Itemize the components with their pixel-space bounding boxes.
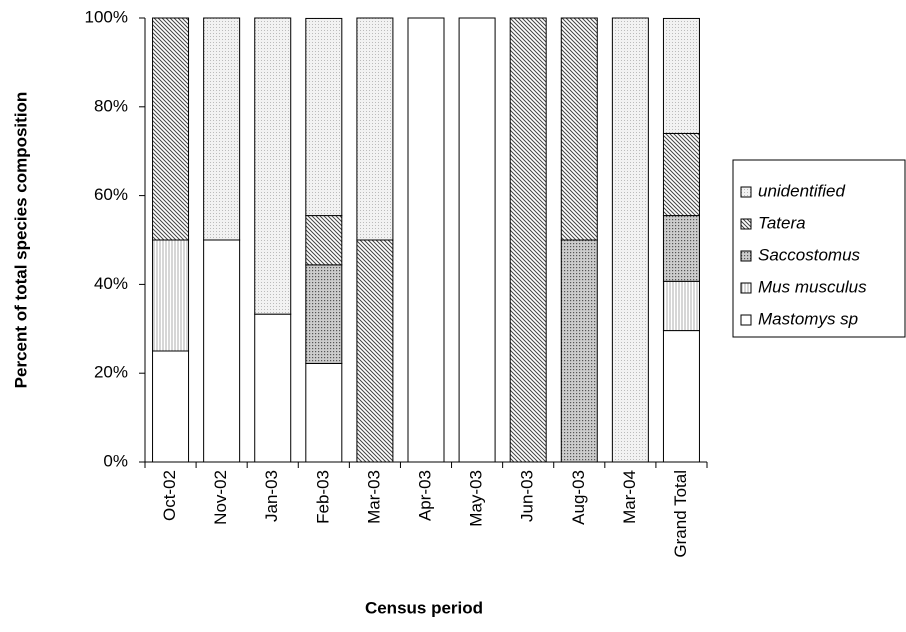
y-tick-label: 40% [94, 274, 128, 293]
bar-segment [305, 215, 343, 266]
bar-segment [662, 330, 700, 463]
x-tick-label: May-03 [467, 470, 486, 527]
bar-segment [356, 17, 394, 241]
y-tick-label: 20% [94, 363, 128, 382]
bar-segment [662, 17, 700, 134]
bar-segment [254, 17, 292, 315]
x-axis-title: Census period [365, 598, 483, 617]
y-tick-label: 80% [94, 96, 128, 115]
bar-segment [458, 17, 496, 463]
legend-swatch [740, 282, 752, 294]
bar-segment [662, 215, 700, 282]
x-tick-label: Jan-03 [262, 470, 281, 522]
legend-label: Mus musculus [758, 277, 867, 296]
bar-segment [305, 362, 343, 463]
bar-segment [611, 17, 649, 463]
legend [732, 159, 906, 338]
bar-segment [560, 239, 598, 463]
bar-segment [152, 239, 190, 352]
bar-segment [407, 17, 445, 463]
bar-segment [509, 17, 547, 463]
bar-segment [152, 17, 190, 241]
y-tick-label: 60% [94, 185, 128, 204]
x-tick-label: Grand Total [671, 470, 690, 558]
x-tick-label: Aug-03 [569, 470, 588, 525]
legend-swatch [740, 314, 752, 326]
y-tick-label: 0% [103, 451, 128, 470]
x-tick-label: Mar-03 [364, 470, 383, 524]
bar-segment [356, 239, 394, 463]
bar-segment [254, 313, 292, 463]
legend-swatch [740, 186, 752, 198]
legend-swatch [740, 218, 752, 230]
bar-segment [560, 17, 598, 241]
legend-label: Mastomys sp [758, 309, 858, 328]
legend-label: unidentified [758, 181, 846, 200]
bar-segment [152, 350, 190, 463]
x-tick-label: Apr-03 [415, 470, 434, 521]
bar-segment [203, 239, 241, 463]
bar-segment [662, 132, 700, 217]
legend-label: Saccostomus [758, 245, 861, 264]
x-tick-label: Feb-03 [313, 470, 332, 524]
y-axis-title: Percent of total species composition [11, 92, 30, 389]
x-tick-label: Jun-03 [518, 470, 537, 522]
bar-segment [305, 17, 343, 217]
x-tick-label: Oct-02 [160, 470, 179, 521]
legend-swatch [740, 250, 752, 262]
x-tick-label: Mar-04 [620, 470, 639, 524]
x-tick-label: Nov-02 [211, 470, 230, 525]
bar-segment [305, 264, 343, 364]
bar-segment [203, 17, 241, 241]
legend-label: Tatera [758, 213, 806, 232]
bar-segment [662, 280, 700, 332]
y-tick-label: 100% [85, 7, 128, 26]
